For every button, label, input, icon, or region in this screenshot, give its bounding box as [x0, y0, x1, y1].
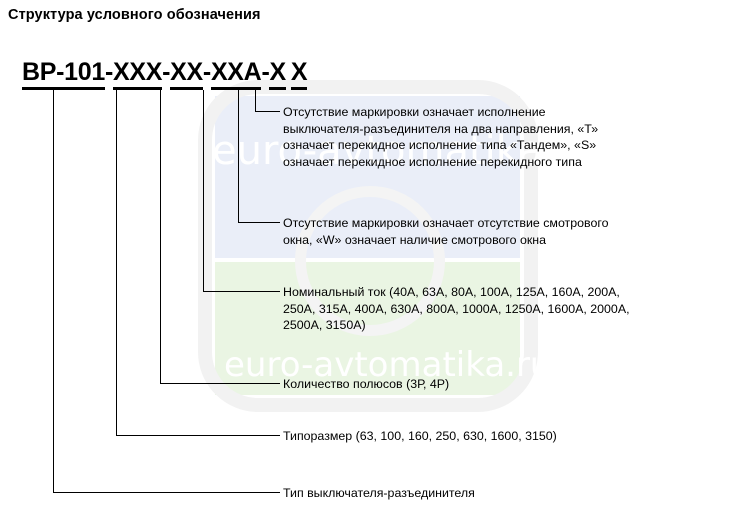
designation-segment: X	[269, 58, 286, 90]
callout-inspection-window: Отсутствие маркировки означает отсутстви…	[283, 216, 609, 247]
callout-rated-current: Номинальный ток (40А, 63А, 80А, 100А, 12…	[283, 285, 630, 333]
designation-separator: -	[162, 58, 171, 86]
leader-drop-frame	[116, 90, 117, 435]
leader-run-window	[238, 222, 280, 223]
callout-pole-count: Количество полюсов (3Р, 4Р)	[283, 377, 450, 391]
leader-run-frame	[116, 435, 280, 436]
leader-drop-execution	[255, 90, 256, 111]
designation-segment: X	[290, 58, 308, 90]
designation-separator: -	[202, 58, 211, 86]
designation-segment: XXX	[113, 58, 162, 90]
leader-run-execution	[255, 111, 280, 112]
callout-switch-disconnector-type: Тип выключателя-разъединителя	[283, 486, 475, 500]
leader-run-poles	[160, 383, 280, 384]
leader-run-current	[203, 291, 280, 292]
designation-code: ВР-101-XXX-XX-XXA-X X	[22, 58, 308, 90]
leader-drop-current	[203, 90, 204, 291]
leader-drop-poles	[160, 90, 161, 383]
page-title: Структура условного обозначения	[8, 7, 261, 23]
leader-drop-window	[238, 90, 239, 222]
callout-execution-direction: Отсутствие маркировки означает исполнени…	[283, 105, 599, 169]
designation-segment: XXA	[210, 58, 262, 90]
designation-segment: XX	[170, 58, 203, 90]
leader-drop-type	[53, 90, 54, 492]
designation-separator: -	[261, 58, 270, 86]
leader-run-type	[53, 492, 280, 493]
callout-frame-size: Типоразмер (63, 100, 160, 250, 630, 1600…	[283, 429, 557, 443]
designation-segment: ВР-101	[22, 58, 105, 90]
designation-separator: -	[104, 58, 113, 86]
